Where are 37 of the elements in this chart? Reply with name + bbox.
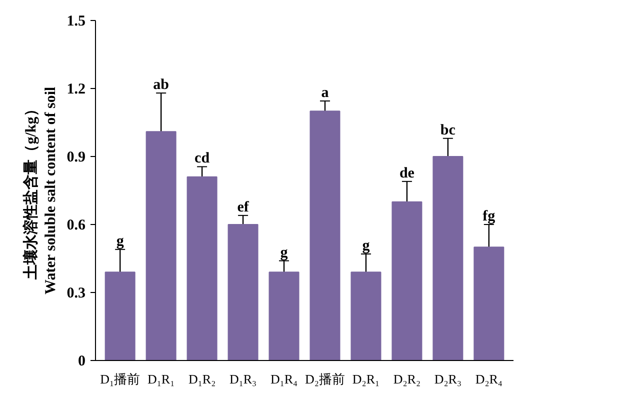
y-tick-label: 0.9 [66, 150, 86, 166]
bar [146, 131, 176, 360]
x-tick-label: D₁R₁ [148, 372, 175, 386]
annotation: cd [194, 150, 210, 167]
annotation: ef [237, 199, 250, 216]
bar [392, 201, 422, 360]
annotation: g [280, 244, 288, 261]
x-tick-label: D₁R₂ [188, 372, 216, 386]
y-tick-label: 0.6 [66, 218, 86, 234]
x-tick-label: D₁R₄ [270, 372, 298, 386]
annotation: fg [482, 208, 496, 224]
annotation: g [116, 233, 124, 250]
x-tick-label: D₂R₄ [475, 372, 503, 386]
bar [186, 176, 218, 360]
annotation: bc [440, 122, 456, 138]
annotation: g [362, 238, 370, 254]
y-tick-label: 1.5 [66, 14, 86, 30]
x-tick-label: D₂R₂ [393, 372, 421, 386]
bar [474, 246, 504, 360]
annotation: a [321, 84, 330, 101]
annotation: de [399, 165, 415, 182]
bar [104, 272, 136, 360]
y-tick-label: 0.3 [66, 286, 86, 302]
x-tick-label: D₂R₃ [434, 372, 462, 386]
x-tick-label: D₂播前 [305, 372, 345, 386]
x-tick-label: D₂R₁ [352, 372, 380, 386]
bar [310, 110, 340, 360]
bar [432, 156, 464, 360]
y-axis-title: 土壤水溶性盐含量（g/kg） Water soluble salt content of soil [22, 86, 59, 294]
y-tick-label: 0 [78, 354, 86, 370]
bar [228, 224, 258, 360]
x-tick-label: D₁R₃ [229, 372, 257, 386]
bar [350, 272, 382, 360]
y-tick-label: 1.2 [66, 82, 86, 98]
x-tick-label: D₁播前 [100, 372, 140, 386]
annotation: ab [153, 77, 169, 94]
bar [268, 272, 300, 360]
